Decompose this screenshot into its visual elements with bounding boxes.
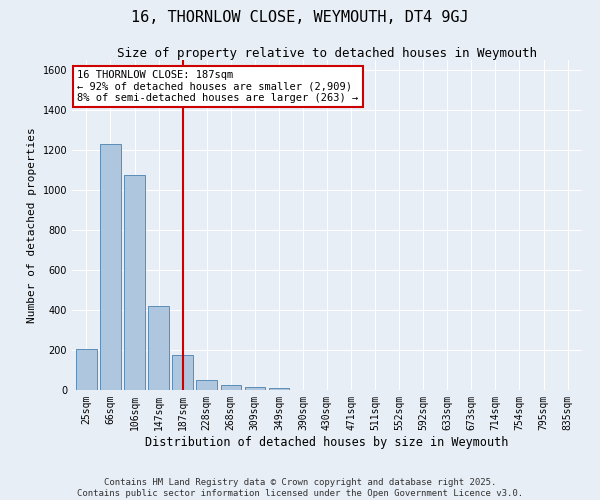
Text: 16, THORNLOW CLOSE, WEYMOUTH, DT4 9GJ: 16, THORNLOW CLOSE, WEYMOUTH, DT4 9GJ <box>131 10 469 25</box>
Bar <box>172 355 193 390</box>
Bar <box>221 385 241 390</box>
Bar <box>269 388 289 390</box>
Bar <box>100 144 121 390</box>
Bar <box>245 387 265 390</box>
Y-axis label: Number of detached properties: Number of detached properties <box>27 127 37 323</box>
Title: Size of property relative to detached houses in Weymouth: Size of property relative to detached ho… <box>117 47 537 60</box>
Bar <box>76 349 97 390</box>
X-axis label: Distribution of detached houses by size in Weymouth: Distribution of detached houses by size … <box>145 436 509 448</box>
Bar <box>196 380 217 390</box>
Bar <box>124 175 145 390</box>
Text: 16 THORNLOW CLOSE: 187sqm
← 92% of detached houses are smaller (2,909)
8% of sem: 16 THORNLOW CLOSE: 187sqm ← 92% of detac… <box>77 70 358 103</box>
Text: Contains HM Land Registry data © Crown copyright and database right 2025.
Contai: Contains HM Land Registry data © Crown c… <box>77 478 523 498</box>
Bar <box>148 306 169 390</box>
